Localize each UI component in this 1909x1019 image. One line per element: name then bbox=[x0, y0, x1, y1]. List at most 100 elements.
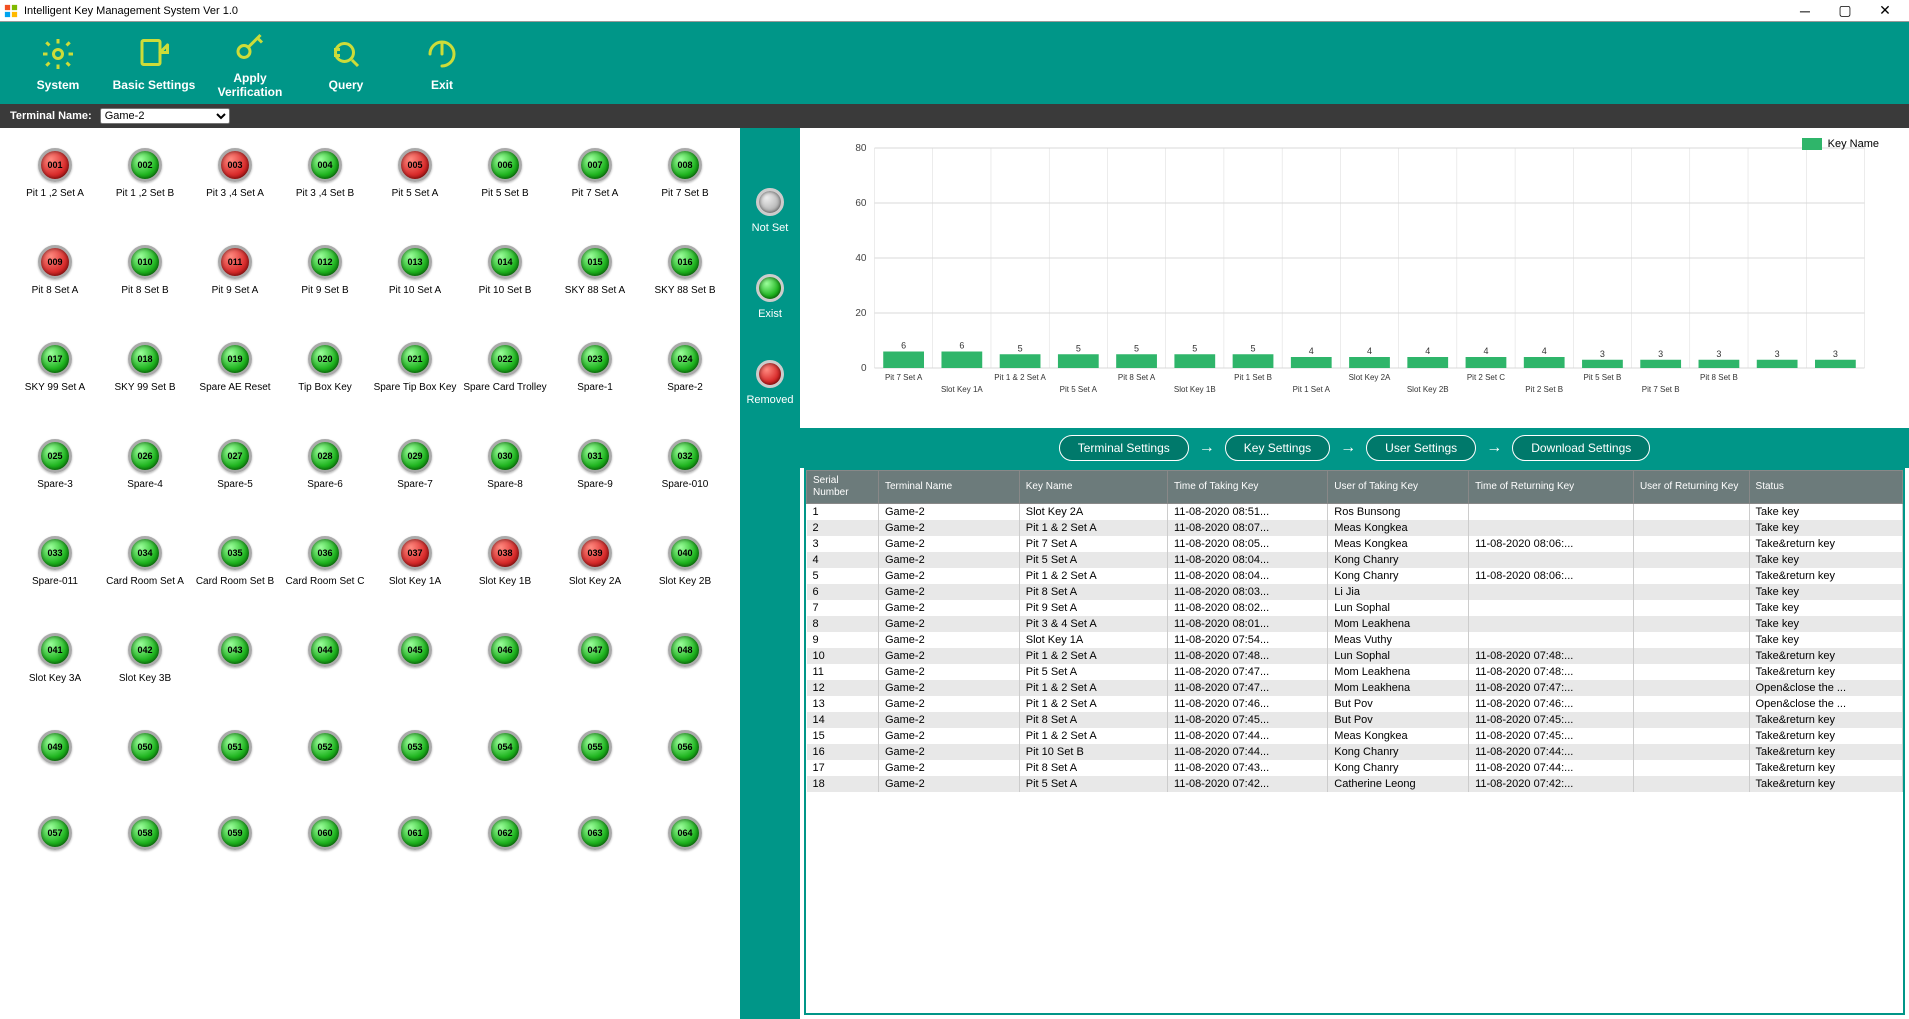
key-slot-044[interactable]: 044 bbox=[280, 633, 370, 684]
key-slot-027[interactable]: 027Spare-5 bbox=[190, 439, 280, 490]
key-slot-029[interactable]: 029Spare-7 bbox=[370, 439, 460, 490]
key-slot-064[interactable]: 064 bbox=[640, 816, 730, 856]
table-row[interactable]: 15Game-2Pit 1 & 2 Set A11-08-2020 07:44.… bbox=[807, 728, 1903, 744]
table-row[interactable]: 12Game-2Pit 1 & 2 Set A11-08-2020 07:47.… bbox=[807, 680, 1903, 696]
key-slot-009[interactable]: 009Pit 8 Set A bbox=[10, 245, 100, 296]
key-slot-002[interactable]: 002Pit 1 ,2 Set B bbox=[100, 148, 190, 199]
key-slot-011[interactable]: 011Pit 9 Set A bbox=[190, 245, 280, 296]
key-slot-018[interactable]: 018SKY 99 Set B bbox=[100, 342, 190, 393]
key-slot-057[interactable]: 057 bbox=[10, 816, 100, 856]
key-slot-045[interactable]: 045 bbox=[370, 633, 460, 684]
key-slot-012[interactable]: 012Pit 9 Set B bbox=[280, 245, 370, 296]
key-slot-023[interactable]: 023Spare-1 bbox=[550, 342, 640, 393]
table-row[interactable]: 3Game-2Pit 7 Set A11-08-2020 08:05...Mea… bbox=[807, 536, 1903, 552]
table-row[interactable]: 2Game-2Pit 1 & 2 Set A11-08-2020 08:07..… bbox=[807, 520, 1903, 536]
toolbar-query[interactable]: Query bbox=[298, 34, 394, 92]
key-slot-021[interactable]: 021Spare Tip Box Key bbox=[370, 342, 460, 393]
key-slot-036[interactable]: 036Card Room Set C bbox=[280, 536, 370, 587]
table-row[interactable]: 8Game-2Pit 3 & 4 Set A11-08-2020 08:01..… bbox=[807, 616, 1903, 632]
key-slot-063[interactable]: 063 bbox=[550, 816, 640, 856]
toolbar-system[interactable]: System bbox=[10, 34, 106, 92]
key-slot-025[interactable]: 025Spare-3 bbox=[10, 439, 100, 490]
key-slot-053[interactable]: 053 bbox=[370, 730, 460, 770]
key-slot-039[interactable]: 039Slot Key 2A bbox=[550, 536, 640, 587]
key-slot-022[interactable]: 022Spare Card Trolley bbox=[460, 342, 550, 393]
toolbar-apply-verification[interactable]: Apply Verification bbox=[202, 27, 298, 99]
key-slot-051[interactable]: 051 bbox=[190, 730, 280, 770]
table-row[interactable]: 18Game-2Pit 5 Set A11-08-2020 07:42...Ca… bbox=[807, 776, 1903, 792]
key-slot-008[interactable]: 008Pit 7 Set B bbox=[640, 148, 730, 199]
table-row[interactable]: 11Game-2Pit 5 Set A11-08-2020 07:47...Mo… bbox=[807, 664, 1903, 680]
key-slot-016[interactable]: 016SKY 88 Set B bbox=[640, 245, 730, 296]
col-header[interactable]: Terminal Name bbox=[878, 471, 1019, 504]
key-slot-061[interactable]: 061 bbox=[370, 816, 460, 856]
key-slot-007[interactable]: 007Pit 7 Set A bbox=[550, 148, 640, 199]
log-table-wrap[interactable]: Serial NumberTerminal NameKey NameTime o… bbox=[804, 468, 1905, 1015]
key-slot-031[interactable]: 031Spare-9 bbox=[550, 439, 640, 490]
key-slot-034[interactable]: 034Card Room Set A bbox=[100, 536, 190, 587]
key-slot-032[interactable]: 032Spare-010 bbox=[640, 439, 730, 490]
col-header[interactable]: User of Returning Key bbox=[1633, 471, 1749, 504]
key-slot-040[interactable]: 040Slot Key 2B bbox=[640, 536, 730, 587]
key-slot-041[interactable]: 041Slot Key 3A bbox=[10, 633, 100, 684]
step-terminal-settings[interactable]: Terminal Settings bbox=[1059, 435, 1189, 461]
maximize-button[interactable]: ▢ bbox=[1825, 1, 1865, 21]
key-slot-030[interactable]: 030Spare-8 bbox=[460, 439, 550, 490]
key-slot-058[interactable]: 058 bbox=[100, 816, 190, 856]
key-slot-005[interactable]: 005Pit 5 Set A bbox=[370, 148, 460, 199]
key-slot-062[interactable]: 062 bbox=[460, 816, 550, 856]
key-slot-035[interactable]: 035Card Room Set B bbox=[190, 536, 280, 587]
key-slot-026[interactable]: 026Spare-4 bbox=[100, 439, 190, 490]
col-header[interactable]: Key Name bbox=[1019, 471, 1167, 504]
col-header[interactable]: Time of Taking Key bbox=[1167, 471, 1327, 504]
step-user-settings[interactable]: User Settings bbox=[1366, 435, 1476, 461]
table-row[interactable]: 17Game-2Pit 8 Set A11-08-2020 07:43...Ko… bbox=[807, 760, 1903, 776]
key-slot-049[interactable]: 049 bbox=[10, 730, 100, 770]
key-slot-048[interactable]: 048 bbox=[640, 633, 730, 684]
key-slot-019[interactable]: 019Spare AE Reset bbox=[190, 342, 280, 393]
table-row[interactable]: 9Game-2Slot Key 1A11-08-2020 07:54...Mea… bbox=[807, 632, 1903, 648]
toolbar-exit[interactable]: Exit bbox=[394, 34, 490, 92]
key-slot-014[interactable]: 014Pit 10 Set B bbox=[460, 245, 550, 296]
table-row[interactable]: 6Game-2Pit 8 Set A11-08-2020 08:03...Li … bbox=[807, 584, 1903, 600]
key-slot-043[interactable]: 043 bbox=[190, 633, 280, 684]
key-slot-059[interactable]: 059 bbox=[190, 816, 280, 856]
col-header[interactable]: Time of Returning Key bbox=[1469, 471, 1634, 504]
step-download-settings[interactable]: Download Settings bbox=[1512, 435, 1650, 461]
table-row[interactable]: 14Game-2Pit 8 Set A11-08-2020 07:45...Bu… bbox=[807, 712, 1903, 728]
table-row[interactable]: 7Game-2Pit 9 Set A11-08-2020 08:02...Lun… bbox=[807, 600, 1903, 616]
key-slot-052[interactable]: 052 bbox=[280, 730, 370, 770]
key-slot-001[interactable]: 001Pit 1 ,2 Set A bbox=[10, 148, 100, 199]
col-header[interactable]: User of Taking Key bbox=[1328, 471, 1469, 504]
key-slot-028[interactable]: 028Spare-6 bbox=[280, 439, 370, 490]
key-slot-056[interactable]: 056 bbox=[640, 730, 730, 770]
table-row[interactable]: 16Game-2Pit 10 Set B11-08-2020 07:44...K… bbox=[807, 744, 1903, 760]
table-row[interactable]: 4Game-2Pit 5 Set A11-08-2020 08:04...Kon… bbox=[807, 552, 1903, 568]
key-slot-024[interactable]: 024Spare-2 bbox=[640, 342, 730, 393]
key-slot-054[interactable]: 054 bbox=[460, 730, 550, 770]
key-slot-042[interactable]: 042Slot Key 3B bbox=[100, 633, 190, 684]
table-row[interactable]: 13Game-2Pit 1 & 2 Set A11-08-2020 07:46.… bbox=[807, 696, 1903, 712]
key-slot-047[interactable]: 047 bbox=[550, 633, 640, 684]
key-slot-017[interactable]: 017SKY 99 Set A bbox=[10, 342, 100, 393]
key-slot-013[interactable]: 013Pit 10 Set A bbox=[370, 245, 460, 296]
col-header[interactable]: Status bbox=[1749, 471, 1902, 504]
key-slot-015[interactable]: 015SKY 88 Set A bbox=[550, 245, 640, 296]
table-row[interactable]: 1Game-2Slot Key 2A11-08-2020 08:51...Ros… bbox=[807, 504, 1903, 521]
key-slot-050[interactable]: 050 bbox=[100, 730, 190, 770]
key-slot-020[interactable]: 020Tip Box Key bbox=[280, 342, 370, 393]
terminal-select[interactable]: Game-2 bbox=[100, 108, 230, 124]
toolbar-basic-settings[interactable]: Basic Settings bbox=[106, 34, 202, 92]
step-key-settings[interactable]: Key Settings bbox=[1225, 435, 1330, 461]
key-slot-055[interactable]: 055 bbox=[550, 730, 640, 770]
key-slot-006[interactable]: 006Pit 5 Set B bbox=[460, 148, 550, 199]
key-slot-004[interactable]: 004Pit 3 ,4 Set B bbox=[280, 148, 370, 199]
key-slot-060[interactable]: 060 bbox=[280, 816, 370, 856]
table-row[interactable]: 10Game-2Pit 1 & 2 Set A11-08-2020 07:48.… bbox=[807, 648, 1903, 664]
table-row[interactable]: 5Game-2Pit 1 & 2 Set A11-08-2020 08:04..… bbox=[807, 568, 1903, 584]
key-slot-033[interactable]: 033Spare-011 bbox=[10, 536, 100, 587]
key-slot-037[interactable]: 037Slot Key 1A bbox=[370, 536, 460, 587]
key-slot-010[interactable]: 010Pit 8 Set B bbox=[100, 245, 190, 296]
col-header[interactable]: Serial Number bbox=[807, 471, 879, 504]
key-slot-003[interactable]: 003Pit 3 ,4 Set A bbox=[190, 148, 280, 199]
